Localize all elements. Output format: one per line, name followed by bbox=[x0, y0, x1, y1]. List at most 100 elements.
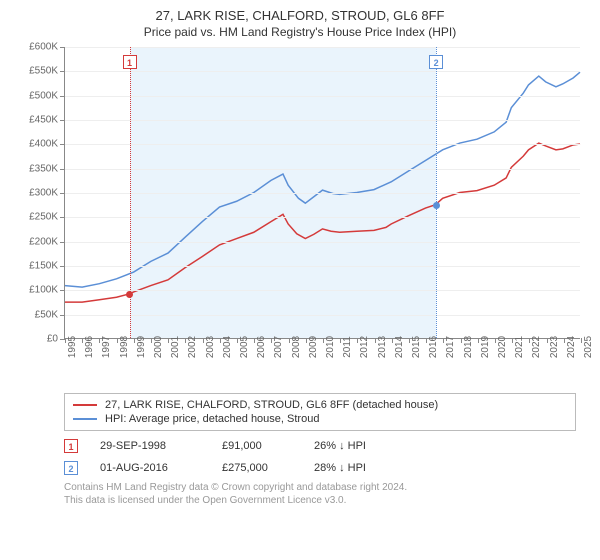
legend-label: 27, LARK RISE, CHALFORD, STROUD, GL6 8FF… bbox=[105, 399, 438, 411]
x-axis-label: 2005 bbox=[239, 336, 250, 358]
x-tick bbox=[564, 338, 565, 343]
y-tick bbox=[60, 144, 65, 145]
y-tick bbox=[60, 71, 65, 72]
y-axis-label: £450K bbox=[12, 115, 58, 126]
y-tick bbox=[60, 120, 65, 121]
event-index-box: 2 bbox=[64, 461, 78, 475]
gridline bbox=[65, 144, 580, 145]
x-axis-label: 2007 bbox=[273, 336, 284, 358]
x-axis-label: 2004 bbox=[222, 336, 233, 358]
event-marker-dot bbox=[433, 202, 440, 209]
y-tick bbox=[60, 169, 65, 170]
x-tick bbox=[392, 338, 393, 343]
gridline bbox=[65, 193, 580, 194]
legend-swatch bbox=[73, 404, 97, 406]
event-pct-vs-hpi: 28% ↓ HPI bbox=[314, 462, 414, 474]
y-axis-label: £250K bbox=[12, 212, 58, 223]
x-axis-label: 2020 bbox=[497, 336, 508, 358]
gridline bbox=[65, 96, 580, 97]
x-tick bbox=[220, 338, 221, 343]
x-axis-label: 2019 bbox=[480, 336, 491, 358]
series-price_paid bbox=[65, 143, 580, 302]
footnote-line: Contains HM Land Registry data © Crown c… bbox=[64, 481, 576, 494]
x-tick bbox=[306, 338, 307, 343]
legend-item: HPI: Average price, detached house, Stro… bbox=[73, 412, 567, 426]
x-tick bbox=[237, 338, 238, 343]
gridline bbox=[65, 71, 580, 72]
x-axis-label: 2001 bbox=[170, 336, 181, 358]
y-axis-label: £50K bbox=[12, 309, 58, 320]
x-axis-label: 2010 bbox=[325, 336, 336, 358]
x-tick bbox=[203, 338, 204, 343]
gridline bbox=[65, 47, 580, 48]
x-axis-label: 2008 bbox=[291, 336, 302, 358]
y-tick bbox=[60, 193, 65, 194]
event-date: 01-AUG-2016 bbox=[100, 462, 200, 474]
y-tick bbox=[60, 290, 65, 291]
y-axis-label: £600K bbox=[12, 42, 58, 53]
x-tick bbox=[547, 338, 548, 343]
chart-subtitle: Price paid vs. HM Land Registry's House … bbox=[12, 25, 588, 39]
x-axis-label: 2003 bbox=[205, 336, 216, 358]
gridline bbox=[65, 242, 580, 243]
x-axis-label: 2006 bbox=[256, 336, 267, 358]
event-price: £91,000 bbox=[222, 440, 292, 452]
x-tick bbox=[478, 338, 479, 343]
x-tick bbox=[65, 338, 66, 343]
plot-region: 12 bbox=[64, 47, 580, 339]
x-axis-label: 1997 bbox=[101, 336, 112, 358]
x-axis-label: 2002 bbox=[187, 336, 198, 358]
event-date: 29-SEP-1998 bbox=[100, 440, 200, 452]
y-tick bbox=[60, 96, 65, 97]
gridline bbox=[65, 120, 580, 121]
x-axis-label: 2017 bbox=[445, 336, 456, 358]
x-axis-label: 2011 bbox=[342, 336, 353, 358]
x-tick bbox=[323, 338, 324, 343]
x-axis-label: 2000 bbox=[153, 336, 164, 358]
y-tick bbox=[60, 47, 65, 48]
y-axis-label: £400K bbox=[12, 139, 58, 150]
chart-title: 27, LARK RISE, CHALFORD, STROUD, GL6 8FF bbox=[12, 8, 588, 23]
gridline bbox=[65, 169, 580, 170]
gridline bbox=[65, 217, 580, 218]
y-axis-label: £0 bbox=[12, 334, 58, 345]
x-axis-label: 2018 bbox=[463, 336, 474, 358]
x-axis-label: 2025 bbox=[583, 336, 594, 358]
event-pct-vs-hpi: 26% ↓ HPI bbox=[314, 440, 414, 452]
x-axis-label: 1996 bbox=[84, 336, 95, 358]
x-tick bbox=[375, 338, 376, 343]
y-tick bbox=[60, 266, 65, 267]
chart-area: 12 £0£50K£100K£150K£200K£250K£300K£350K£… bbox=[12, 47, 588, 387]
y-axis-label: £550K bbox=[12, 66, 58, 77]
x-tick bbox=[461, 338, 462, 343]
y-tick bbox=[60, 217, 65, 218]
x-axis-label: 2009 bbox=[308, 336, 319, 358]
event-index-box: 1 bbox=[64, 439, 78, 453]
y-axis-label: £150K bbox=[12, 261, 58, 272]
legend-box: 27, LARK RISE, CHALFORD, STROUD, GL6 8FF… bbox=[64, 393, 576, 431]
x-tick bbox=[409, 338, 410, 343]
x-tick bbox=[134, 338, 135, 343]
y-axis-label: £350K bbox=[12, 163, 58, 174]
legend-label: HPI: Average price, detached house, Stro… bbox=[105, 413, 319, 425]
y-axis-label: £500K bbox=[12, 90, 58, 101]
y-axis-label: £100K bbox=[12, 285, 58, 296]
x-tick bbox=[289, 338, 290, 343]
x-axis-label: 2022 bbox=[531, 336, 542, 358]
legend-swatch bbox=[73, 418, 97, 420]
event-price: £275,000 bbox=[222, 462, 292, 474]
y-axis-label: £300K bbox=[12, 188, 58, 199]
x-axis-label: 2016 bbox=[428, 336, 439, 358]
footnote-line: This data is licensed under the Open Gov… bbox=[64, 494, 576, 507]
event-row: 2 01-AUG-2016 £275,000 28% ↓ HPI bbox=[64, 457, 576, 479]
x-tick bbox=[581, 338, 582, 343]
events-table: 1 29-SEP-1998 £91,000 26% ↓ HPI 2 01-AUG-2016… bbox=[64, 435, 576, 479]
gridline bbox=[65, 290, 580, 291]
x-axis-label: 2021 bbox=[514, 336, 525, 358]
event-marker-box: 2 bbox=[429, 55, 443, 69]
x-tick bbox=[117, 338, 118, 343]
event-vline bbox=[436, 47, 437, 338]
footnote: Contains HM Land Registry data © Crown c… bbox=[64, 481, 576, 507]
event-row: 1 29-SEP-1998 £91,000 26% ↓ HPI bbox=[64, 435, 576, 457]
event-marker-box: 1 bbox=[123, 55, 137, 69]
